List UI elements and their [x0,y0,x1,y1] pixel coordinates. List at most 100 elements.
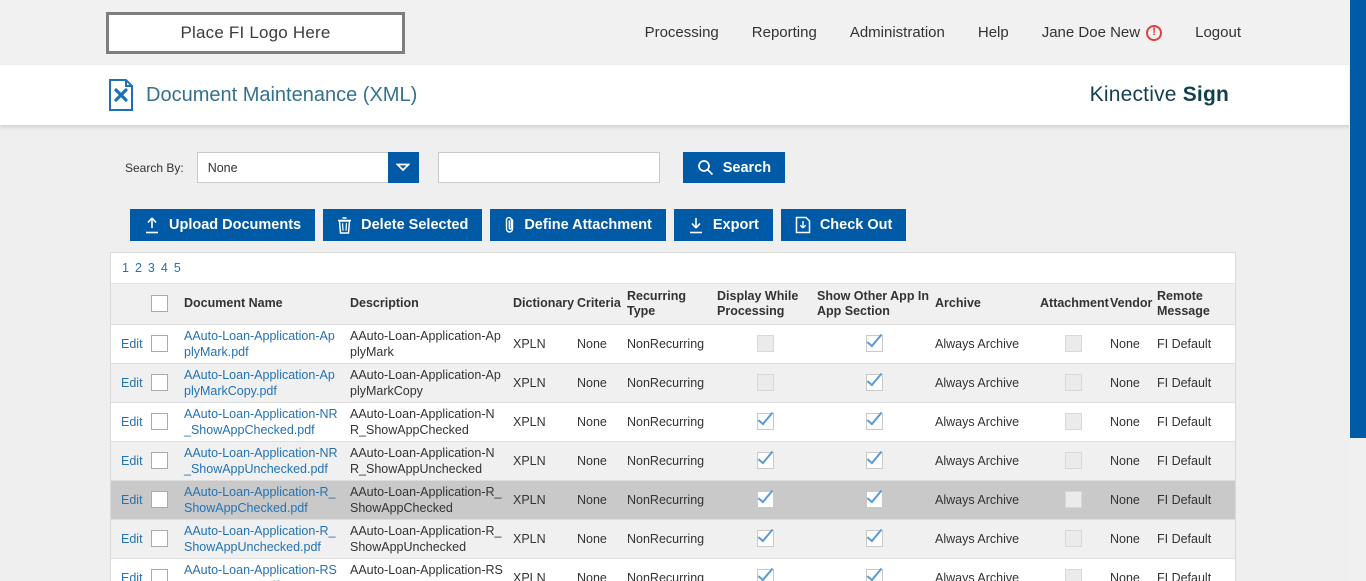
display-while-processing-checkbox[interactable] [756,486,774,509]
search-by-dropdown[interactable]: None [196,152,419,183]
edit-link[interactable]: Edit [121,531,143,546]
display-while-processing-checkbox[interactable] [756,525,774,548]
document-name-link[interactable]: AAuto-Loan-Application-ApplyMarkCopy.pdf [184,367,335,398]
document-name-link[interactable]: AAuto-Loan-Application-R_ShowAppChecked.… [184,484,336,515]
attachment-checkbox[interactable] [1064,452,1082,470]
attachment-checkbox[interactable] [1064,530,1082,548]
brand-product: Sign [1182,83,1229,106]
dictionary-value: XPLN [513,479,577,519]
recurring-type-value: NonRecurring [627,557,717,581]
row-select-checkbox[interactable] [151,530,168,548]
edit-link[interactable]: Edit [121,375,143,390]
display-while-processing-checkbox[interactable] [756,447,774,470]
search-input[interactable] [437,152,660,183]
criteria-value: None [577,440,627,480]
document-name-link[interactable]: AAuto-Loan-Application-NR_ShowAppUncheck… [184,445,338,476]
table-row[interactable]: Edit AAuto-Loan-Application-ApplyMarkCop… [111,362,1235,402]
show-other-app-checkbox[interactable] [865,330,883,353]
document-name-link[interactable]: AAuto-Loan-Application-R_ShowAppUnchecke… [184,523,336,554]
remote-message-value: FI Default [1157,479,1235,519]
check-out-button[interactable]: Check Out [780,209,907,241]
export-button[interactable]: Export [673,209,773,241]
nav-logout[interactable]: Logout [1195,24,1241,41]
nav-reporting[interactable]: Reporting [751,24,817,41]
display-while-processing-checkbox[interactable] [756,335,774,353]
nav-processing[interactable]: Processing [644,24,719,41]
display-while-processing-checkbox[interactable] [756,408,774,431]
row-select-checkbox[interactable] [151,374,168,392]
header-attachment: Attachment [1040,284,1110,324]
table-row[interactable]: Edit AAuto-Loan-Application-ApplyMark.pd… [111,323,1235,363]
page-link-3[interactable]: 3 [147,261,155,275]
check-out-label: Check Out [819,217,893,233]
export-label: Export [712,217,759,233]
edit-link[interactable]: Edit [121,492,143,507]
delete-selected-button[interactable]: Delete Selected [323,209,483,241]
edit-link[interactable]: Edit [121,414,143,429]
display-while-processing-checkbox[interactable] [756,374,774,392]
row-select-checkbox[interactable] [151,569,168,581]
header-edit [111,284,151,324]
row-select-checkbox[interactable] [151,491,168,509]
define-attachment-button[interactable]: Define Attachment [490,209,666,241]
table-row[interactable]: Edit AAuto-Loan-Application-R_ShowAppUnc… [111,518,1235,558]
edit-link[interactable]: Edit [121,570,143,581]
select-all-checkbox[interactable] [151,295,168,313]
page-title: Document Maintenance (XML) [146,83,418,106]
table-row[interactable]: Edit AAuto-Loan-Application-RS-AFD731-te… [111,557,1235,581]
header-display-while-processing: Display While Processing [717,284,817,324]
attachment-checkbox[interactable] [1064,491,1082,509]
attachment-checkbox[interactable] [1064,335,1082,353]
show-other-app-checkbox[interactable] [865,408,883,431]
edit-link[interactable]: Edit [121,336,143,351]
table-row[interactable]: Edit AAuto-Loan-Application-R_ShowAppChe… [111,479,1235,519]
edit-link[interactable]: Edit [121,453,143,468]
description-text: AAuto-Loan-Application-NR_ShowAppChecked [350,406,495,437]
criteria-value: None [577,362,627,402]
upload-documents-button[interactable]: Upload Documents [130,209,316,241]
vendor-value: None [1110,323,1157,363]
criteria-value: None [577,479,627,519]
table-row[interactable]: Edit AAuto-Loan-Application-NR_ShowAppCh… [111,401,1235,441]
toolbar: Upload Documents Delete Selected Define … [130,209,1366,241]
attachment-checkbox[interactable] [1064,374,1082,392]
nav-administration[interactable]: Administration [849,24,945,41]
page-link-4[interactable]: 4 [160,261,168,275]
fi-logo-text: Place FI Logo Here [180,23,331,42]
show-other-app-checkbox[interactable] [865,525,883,548]
table-row[interactable]: Edit AAuto-Loan-Application-NR_ShowAppUn… [111,440,1235,480]
description-text: AAuto-Loan-Application-ApplyMarkCopy [350,367,501,398]
trash-icon [338,216,352,234]
vendor-value: None [1110,518,1157,558]
delete-selected-label: Delete Selected [361,217,469,233]
recurring-type-value: NonRecurring [627,518,717,558]
search-button-label: Search [722,159,772,176]
show-other-app-checkbox[interactable] [865,369,883,392]
recurring-type-value: NonRecurring [627,323,717,363]
page-link-2[interactable]: 2 [134,261,142,275]
dictionary-value: XPLN [513,323,577,363]
document-name-link[interactable]: AAuto-Loan-Application-ApplyMark.pdf [184,328,335,359]
attachment-checkbox[interactable] [1064,569,1082,581]
row-select-checkbox[interactable] [151,452,168,470]
nav-help[interactable]: Help [977,24,1009,41]
search-button[interactable]: Search [682,152,786,183]
document-name-link[interactable]: AAuto-Loan-Application-NR_ShowAppChecked… [184,406,338,437]
show-other-app-checkbox[interactable] [865,564,883,581]
scrollbar-thumb[interactable] [1350,0,1366,438]
chevron-down-icon[interactable] [387,152,419,183]
row-select-checkbox[interactable] [151,413,168,431]
display-while-processing-checkbox[interactable] [756,564,774,581]
page-link-1[interactable]: 1 [122,261,129,275]
attachment-checkbox[interactable] [1064,413,1082,431]
recurring-type-value: NonRecurring [627,479,717,519]
show-other-app-checkbox[interactable] [865,486,883,509]
nav-user-menu[interactable]: Jane Doe New ! [1042,24,1163,41]
search-icon [697,160,713,176]
page-scrollbar[interactable] [1349,0,1366,581]
document-name-link[interactable]: AAuto-Loan-Application-RS-AFD731-test.pd… [184,562,337,581]
show-other-app-checkbox[interactable] [865,447,883,470]
row-select-checkbox[interactable] [151,335,168,353]
page-link-5[interactable]: 5 [173,261,181,275]
documents-table-container: 1 2 3 4 5 Document Name Description Dict… [110,252,1236,581]
